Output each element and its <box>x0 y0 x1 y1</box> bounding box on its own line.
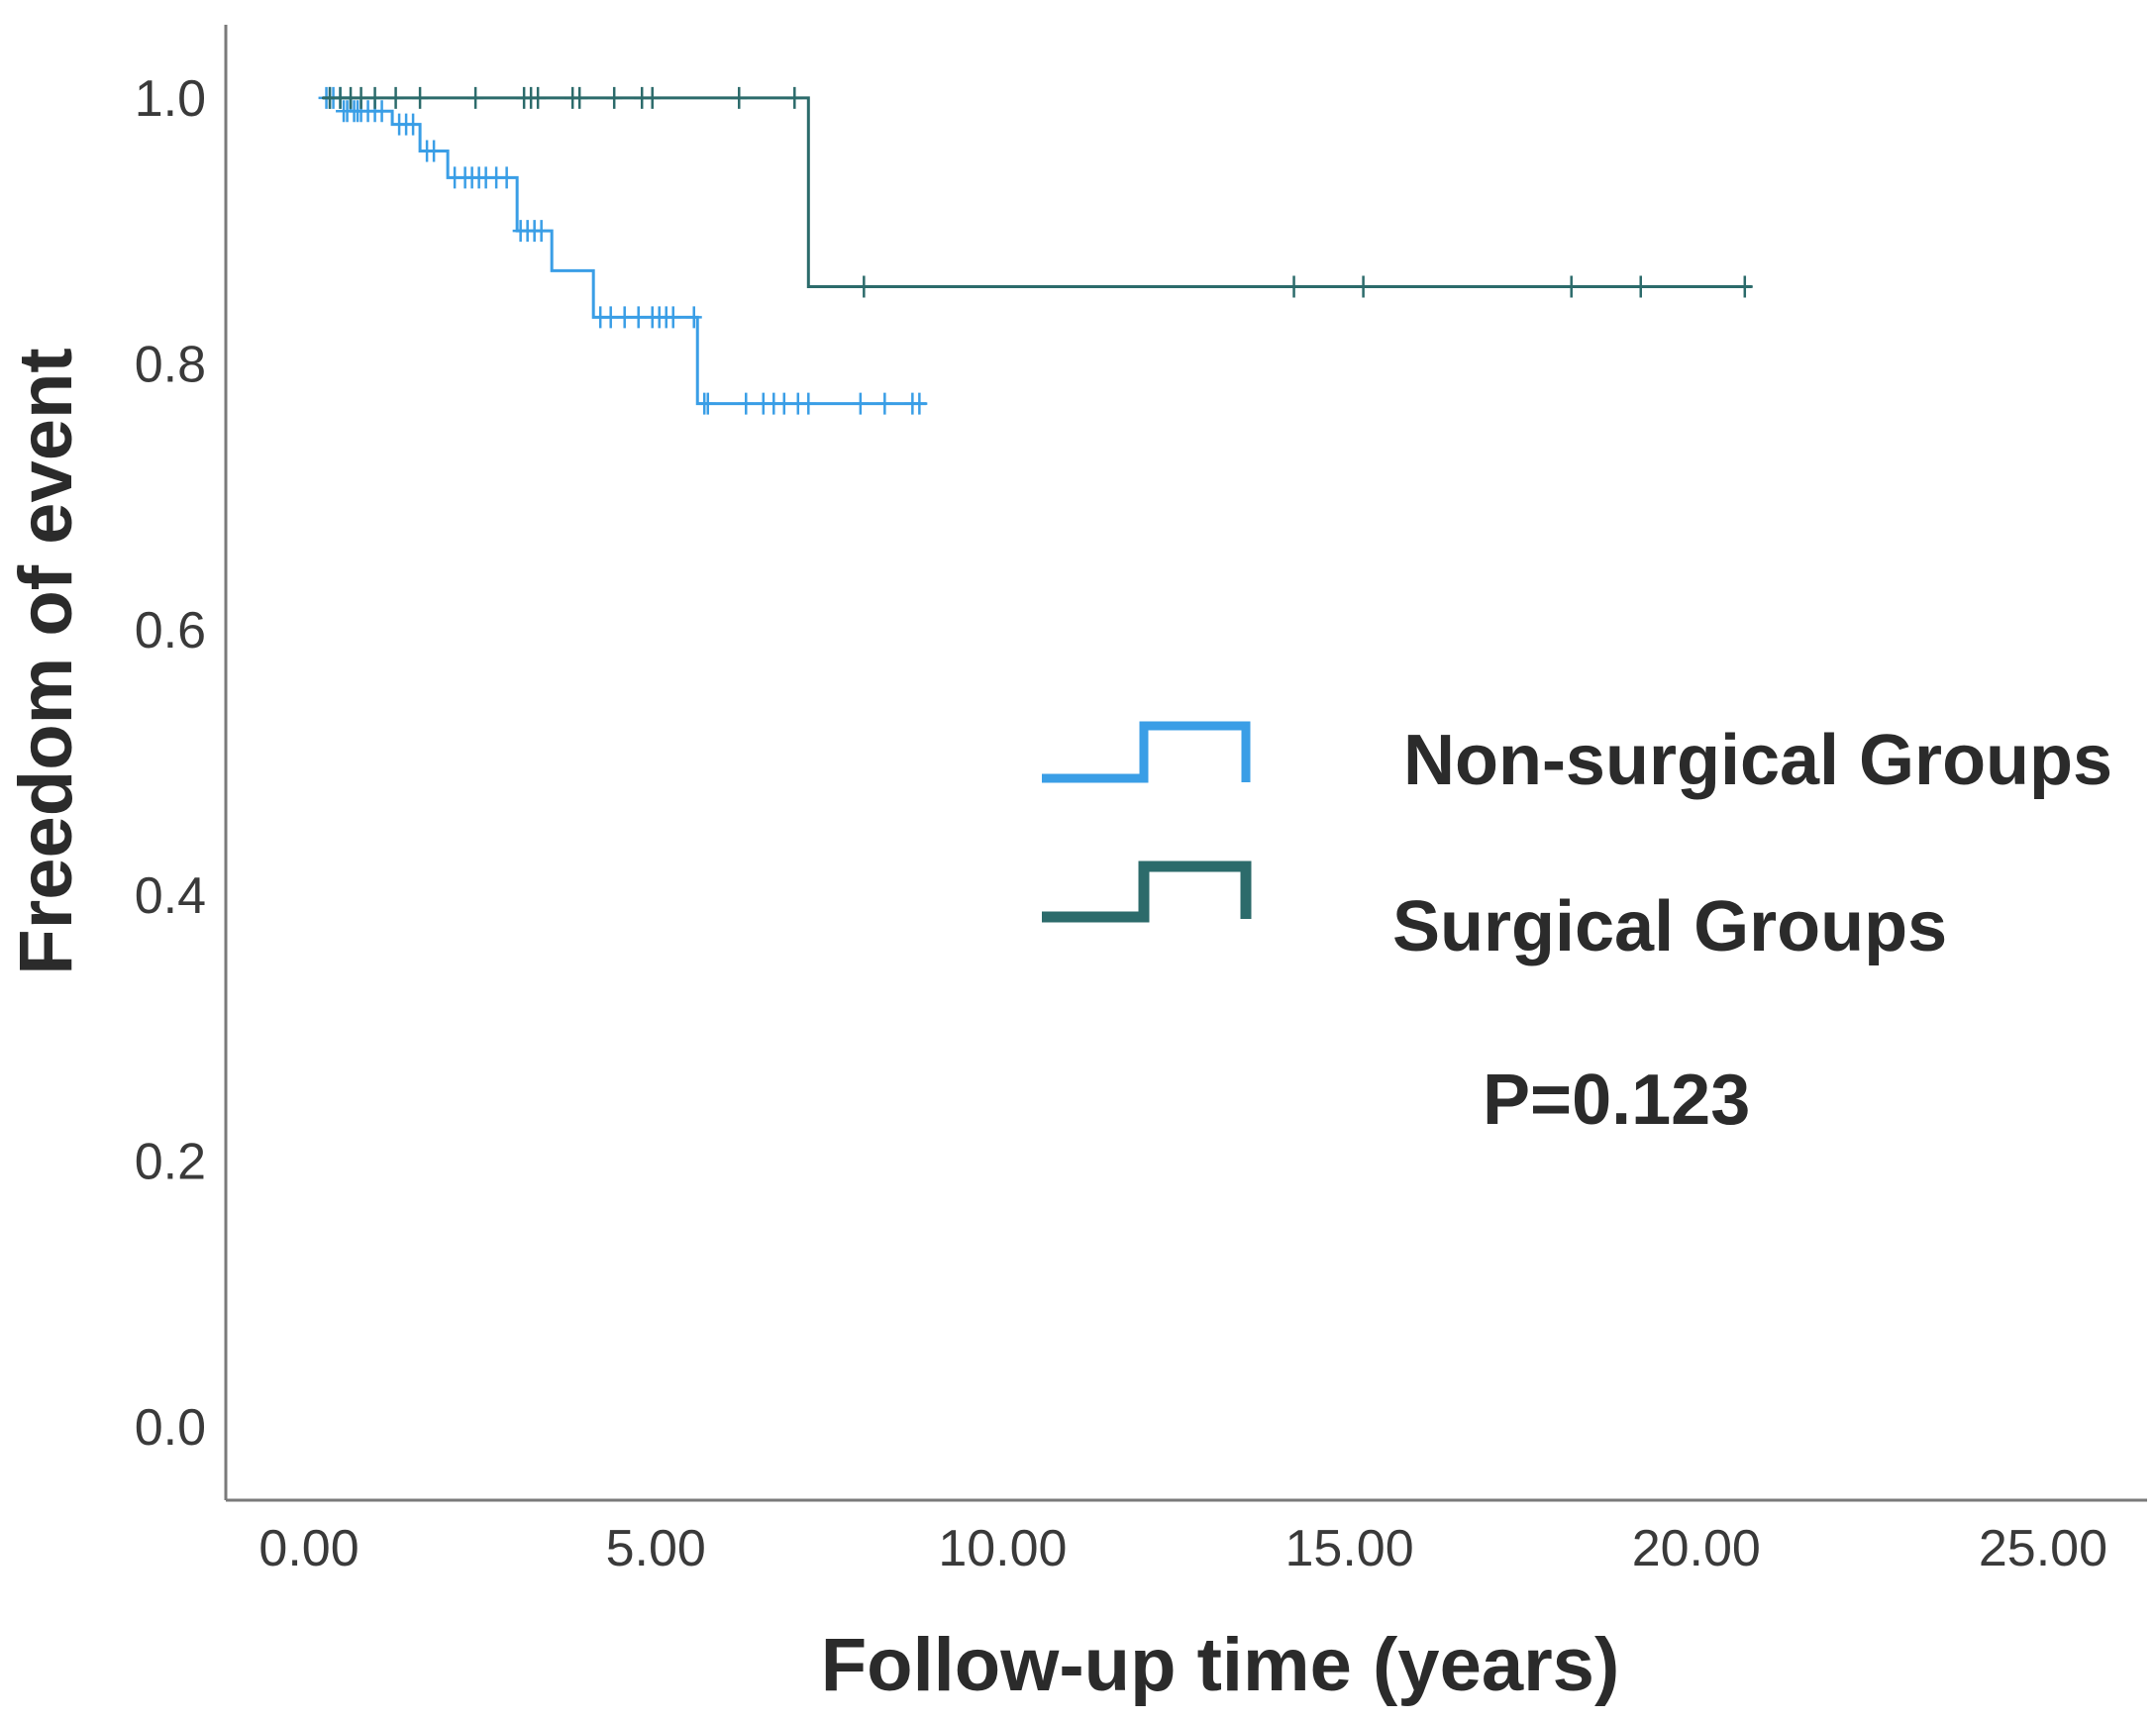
legend-label-surgical: Surgical Groups <box>1392 887 1947 966</box>
legend-item-non-surgical: Non-surgical Groups <box>1042 721 2112 800</box>
censor-mark-surgical <box>786 86 803 109</box>
censor-mark-surgical <box>387 86 404 109</box>
y-tick-label: 0.0 <box>135 1399 206 1457</box>
censor-mark-non-surgical <box>616 306 633 329</box>
y-tick-label: 0.4 <box>135 867 206 925</box>
censor-mark-non-surgical <box>602 306 619 329</box>
plot-area <box>318 86 1753 415</box>
censor-mark-surgical <box>1355 275 1372 298</box>
censor-mark-non-surgical <box>738 392 755 415</box>
x-tick-label: 20.00 <box>1632 1520 1761 1577</box>
censor-mark-non-surgical <box>665 306 681 329</box>
y-tick-label: 1.0 <box>135 70 206 128</box>
legend-swatch-non-surgical <box>1042 721 1251 783</box>
x-tick-label: 0.00 <box>258 1520 359 1577</box>
censor-mark-surgical <box>530 86 547 109</box>
y-axis-title: Freedom of event <box>4 348 88 974</box>
censor-mark-non-surgical <box>533 220 550 243</box>
censor-mark-non-surgical <box>911 392 928 415</box>
censor-mark-non-surgical <box>852 392 869 415</box>
legend-swatch-surgical <box>1042 861 1252 923</box>
censor-mark-surgical <box>731 86 748 109</box>
censor-mark-non-surgical <box>775 392 792 415</box>
censor-mark-surgical <box>1632 275 1649 298</box>
censor-mark-non-surgical <box>630 306 647 329</box>
censor-mark-surgical <box>353 86 369 109</box>
x-tick-label: 15.00 <box>1285 1520 1414 1577</box>
censor-mark-surgical <box>644 86 661 109</box>
y-tick-label: 0.2 <box>135 1134 206 1191</box>
y-tick-label: 0.6 <box>135 602 206 659</box>
censor-mark-surgical <box>412 86 429 109</box>
censor-mark-surgical <box>366 86 383 109</box>
x-tick-label: 10.00 <box>938 1520 1067 1577</box>
p-value-annotation: P=0.123 <box>1483 1061 1750 1140</box>
x-tick-label: 5.00 <box>606 1520 706 1577</box>
censor-mark-surgical <box>1736 275 1753 298</box>
axes <box>224 25 2147 1502</box>
y-tick-labels: 0.0 0.2 0.4 0.6 0.8 1.0 <box>135 70 206 1457</box>
censor-mark-surgical <box>856 275 873 298</box>
censor-mark-surgical <box>1285 275 1302 298</box>
survival-line-surgical <box>323 96 1752 288</box>
survival-line-non-surgical <box>323 96 927 406</box>
x-axis-title: Follow-up time (years) <box>821 1623 1620 1707</box>
censor-mark-surgical <box>571 86 588 109</box>
legend-item-surgical: Surgical Groups <box>1042 861 1947 966</box>
censor-mark-non-surgical <box>699 392 716 415</box>
legend: Non-surgical Groups Surgical Groups <box>1042 721 2112 966</box>
legend-label-non-surgical: Non-surgical Groups <box>1403 721 2112 800</box>
x-tick-labels: 0.00 5.00 10.00 15.00 20.00 25.00 <box>258 1520 2107 1577</box>
censor-mark-non-surgical <box>405 113 422 136</box>
censor-mark-surgical <box>1563 275 1580 298</box>
y-tick-label: 0.8 <box>135 336 206 393</box>
censor-mark-surgical <box>467 86 484 109</box>
censor-mark-non-surgical <box>498 166 515 189</box>
censor-mark-non-surgical <box>800 392 817 415</box>
censor-mark-non-surgical <box>426 140 443 162</box>
censor-mark-non-surgical <box>373 100 390 123</box>
x-tick-label: 25.00 <box>1979 1520 2107 1577</box>
censor-mark-non-surgical <box>685 306 702 329</box>
censor-mark-non-surgical <box>876 392 893 415</box>
censor-mark-surgical <box>606 86 623 109</box>
